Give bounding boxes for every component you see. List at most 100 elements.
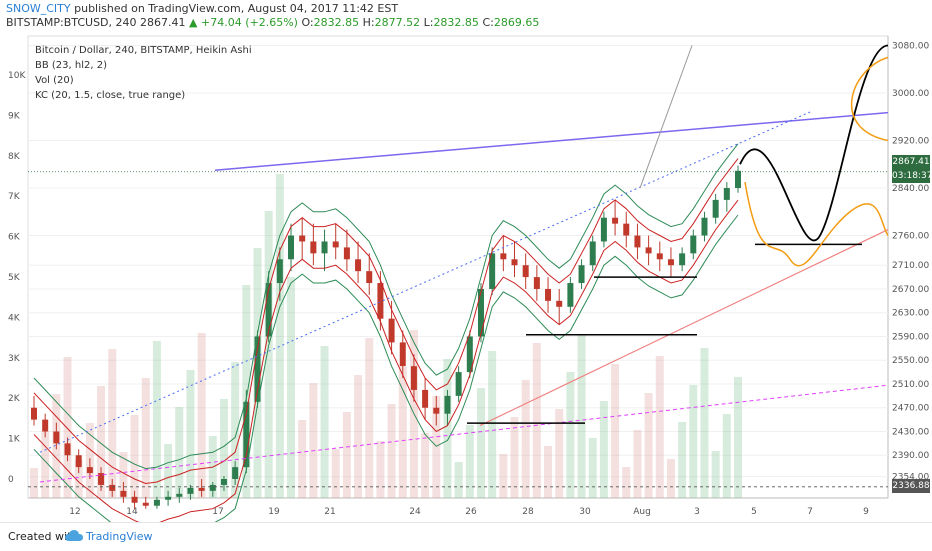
time-tick-label: 12	[69, 507, 80, 517]
tradingview-brand[interactable]: TradingView	[86, 530, 153, 543]
candle-body	[679, 253, 686, 266]
volume-bar	[465, 425, 474, 498]
candle-body	[667, 259, 674, 266]
candle-body	[511, 259, 518, 266]
volume-tick-label: 7K	[8, 192, 21, 202]
publish-line: SNOW_CITY published on TradingView.com, …	[6, 2, 398, 15]
volume-tick-label: 4K	[8, 313, 21, 323]
volume-tick-label: 9K	[8, 111, 21, 121]
forecast-path-black	[739, 44, 889, 242]
price-tick-label: 2550.00	[892, 356, 929, 366]
candle-body	[276, 259, 283, 284]
rising-trendline	[479, 229, 889, 427]
volume-bar	[577, 335, 586, 498]
candle-body	[232, 467, 239, 479]
candle-body	[64, 443, 71, 456]
volume-bar	[63, 357, 72, 498]
candle-body	[86, 467, 93, 474]
volume-bar	[532, 343, 541, 498]
volume-bar	[119, 452, 128, 498]
volume-tick-label: 8K	[8, 152, 21, 162]
volume-bar	[97, 386, 106, 498]
volume-bar	[588, 438, 597, 498]
candle-body	[42, 419, 49, 432]
forecast-path-orange	[744, 181, 889, 267]
volume-bar	[499, 454, 508, 498]
volume-bar	[175, 407, 184, 498]
keltner-upper	[33, 158, 739, 485]
volume-bar	[130, 415, 139, 498]
volume-bar	[611, 364, 620, 498]
candle-body	[332, 241, 339, 248]
volume-tick-label: 1K	[8, 435, 21, 445]
volume-bar	[521, 380, 530, 498]
volume-tick-label: 10K	[8, 71, 26, 81]
candle-body	[477, 288, 484, 337]
volume-bar	[365, 338, 374, 498]
volume-bar	[566, 372, 575, 498]
volume-bar	[666, 459, 675, 498]
price-tick-label: 2840.00	[892, 184, 929, 194]
change-value: +74.04 (+2.65%)	[200, 16, 298, 29]
candle-body	[98, 473, 105, 485]
resistance-trendline	[214, 111, 889, 171]
candle-body	[444, 395, 451, 414]
time-tick-label: Aug	[633, 507, 651, 517]
candle-body	[310, 241, 317, 254]
legend-bb[interactable]: BB (23, hl2, 2)	[35, 60, 107, 71]
candle-body	[578, 265, 585, 284]
time-tick-label: 17	[212, 507, 223, 517]
volume-bar	[309, 383, 318, 498]
volume-bar	[342, 412, 351, 498]
volume-bar	[443, 359, 452, 498]
time-tick-label: 21	[324, 507, 335, 517]
candle-body	[634, 235, 641, 248]
candle-body	[701, 217, 708, 236]
price-tick-label: 2390.00	[892, 451, 929, 461]
candle-body	[556, 300, 563, 307]
volume-bar	[510, 417, 519, 498]
candle-body	[433, 407, 440, 414]
price-chart[interactable]: 3080.00 3000.00 2920.00 2840.00 2760.00 2710.…	[0, 0, 932, 522]
candle-body	[735, 170, 741, 189]
candle-body	[265, 283, 272, 337]
price-tick-label: 2354.00	[892, 473, 929, 483]
volume-bar	[421, 433, 430, 498]
close-label: C:	[482, 16, 494, 29]
price-tick-label: 2470.00	[892, 404, 929, 414]
candle-body	[612, 217, 619, 224]
candle-body	[131, 496, 138, 503]
volume-tick-label: 0	[8, 475, 14, 485]
volume-bar	[622, 467, 631, 498]
time-tick-label: 26	[465, 507, 477, 517]
volume-bar	[164, 444, 173, 498]
author-link[interactable]: SNOW_CITY	[6, 2, 71, 15]
quote-line: BITSTAMP:BTCUSD, 240 2867.41 ▲ +74.04 (+…	[6, 16, 539, 29]
volume-bar	[599, 401, 608, 498]
low-line-tag: 2336.88	[892, 479, 930, 493]
header: SNOW_CITY published on TradingView.com, …	[0, 0, 932, 30]
volume-bar	[722, 414, 731, 498]
volume-bar	[264, 211, 273, 498]
time-tick-label: 9	[863, 507, 869, 517]
candle-body	[343, 247, 350, 260]
volume-bar	[644, 393, 653, 498]
time-tick-label: 28	[522, 507, 534, 517]
candle-body	[545, 288, 552, 301]
volume-tick-label: 3K	[8, 354, 21, 364]
volume-tick-label: 5K	[8, 273, 21, 283]
candle-body	[522, 265, 529, 278]
volume-bar	[197, 333, 206, 498]
candle-body	[500, 253, 507, 260]
volume-bar	[275, 174, 284, 498]
volume-bar	[454, 462, 463, 498]
candle-body	[567, 283, 574, 307]
candle-body	[690, 235, 697, 254]
volume-bar	[376, 441, 385, 498]
candle-body	[109, 484, 116, 491]
price-tick-label: 3000.00	[892, 89, 929, 99]
legend-kc[interactable]: KC (20, 1.5, close, true range)	[35, 90, 186, 101]
candle-body	[153, 499, 160, 506]
close-value: 2869.65	[493, 16, 540, 29]
legend-vol[interactable]: Vol (20)	[35, 75, 74, 86]
